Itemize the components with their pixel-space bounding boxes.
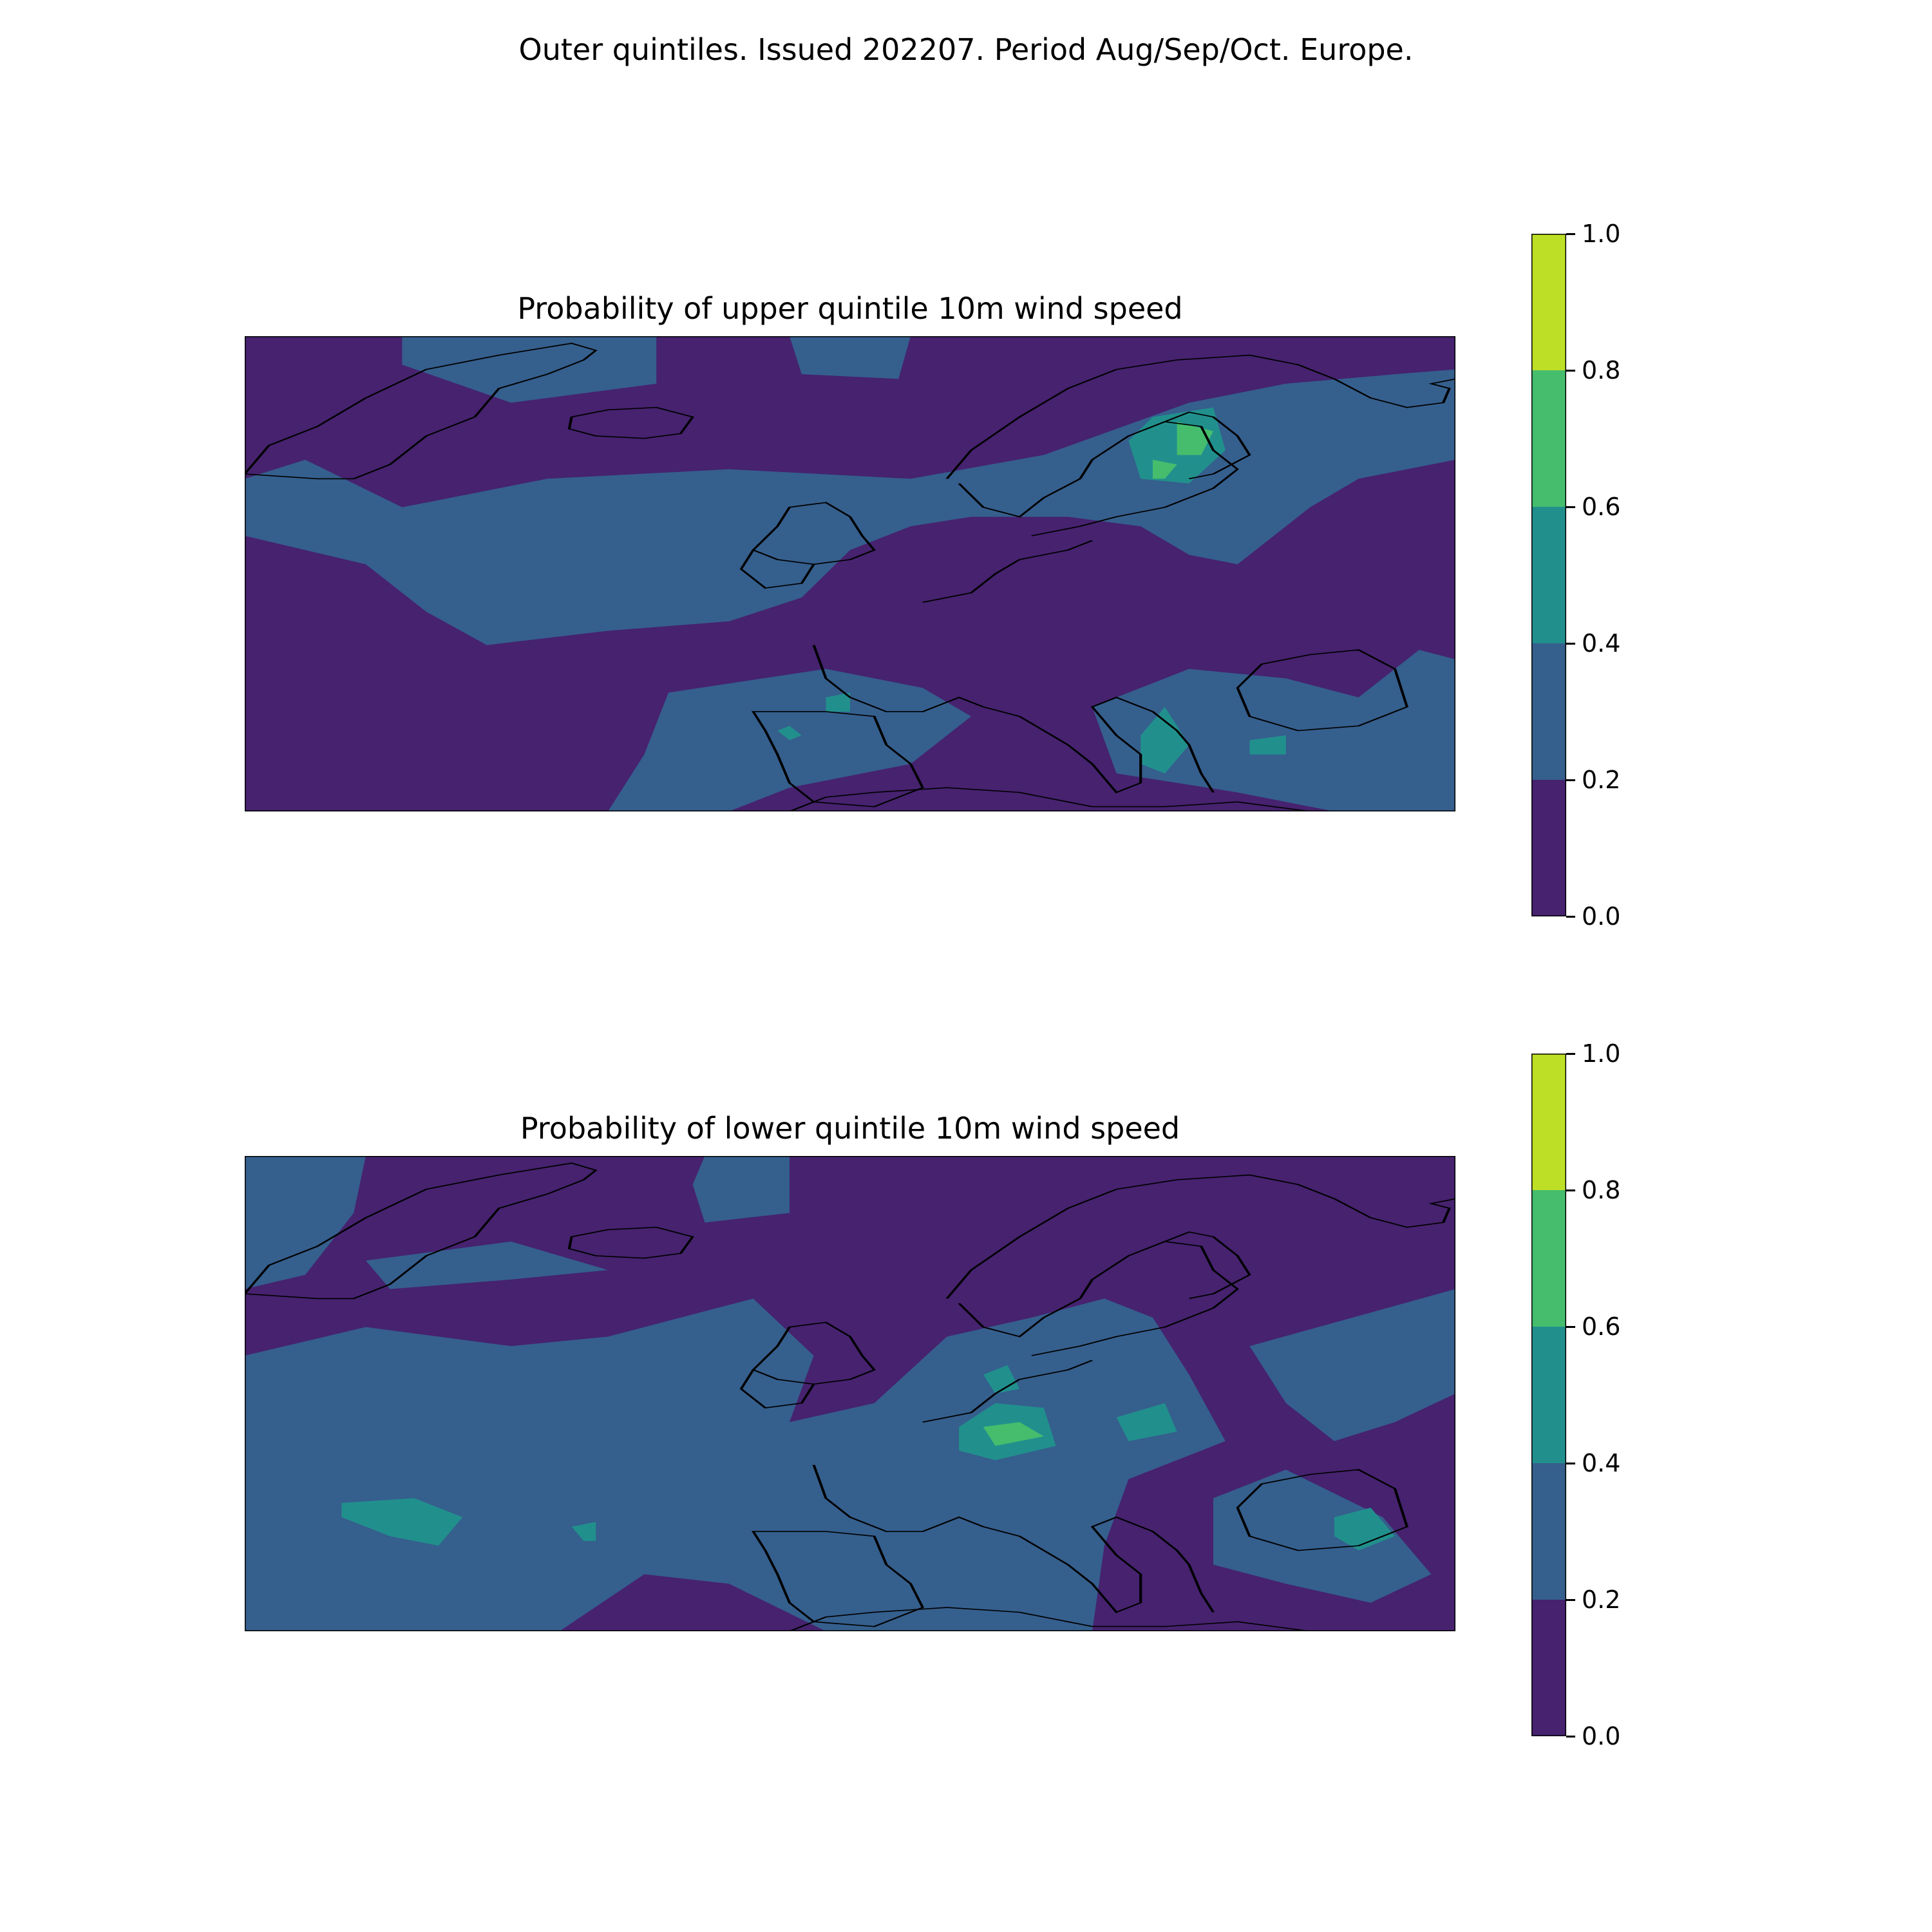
field-region-3	[608, 668, 971, 811]
colorbar-tick-label: 1.0	[1582, 220, 1621, 248]
colorbar-band-2	[1531, 507, 1566, 643]
colorbar-tick-mark	[1566, 1326, 1575, 1328]
iceland-coast	[567, 1226, 695, 1259]
field-region-5	[366, 1241, 608, 1289]
colorbar-tick-mark	[1566, 1599, 1575, 1601]
field-region-9	[826, 692, 850, 712]
north-africa-coast	[788, 787, 1311, 811]
field-region-6	[1141, 706, 1189, 773]
colorbar-tick-label: 0.8	[1582, 1176, 1621, 1204]
upper-colorbar	[1531, 234, 1566, 916]
figure-suptitle: Outer quintiles. Issued 202207. Period A…	[518, 32, 1414, 67]
probability-field	[245, 1156, 1455, 1631]
field-region-12	[983, 1422, 1044, 1446]
colorbar-tick-label: 0.2	[1582, 766, 1621, 794]
colorbar-tick-mark	[1566, 1053, 1575, 1055]
finland-coast	[1164, 412, 1251, 480]
field-region-11	[1153, 459, 1177, 479]
greenland-coast	[245, 1162, 598, 1300]
british-isles-coast	[739, 502, 876, 589]
colorbar-tick-mark	[1566, 233, 1575, 235]
colorbar-tick-mark	[1566, 1736, 1575, 1738]
probability-field	[245, 336, 1455, 811]
colorbar-tick-mark	[1566, 779, 1575, 781]
field-region-9	[1116, 1403, 1177, 1441]
colorbar-tick-label: 0.4	[1582, 629, 1621, 658]
colorbar-tick-mark	[1566, 1463, 1575, 1464]
field-region-6	[341, 1498, 463, 1546]
coastlines	[245, 343, 1455, 811]
colorbar-band-3	[1531, 370, 1566, 507]
scandinavia-coast	[945, 1174, 1455, 1356]
colorbar-tick-label: 0.6	[1582, 493, 1621, 521]
colorbar-tick-label: 0.2	[1582, 1586, 1621, 1614]
field-region-7	[571, 1522, 596, 1541]
lower-quintile-map	[245, 1156, 1455, 1631]
black-sea-coast	[1236, 1469, 1408, 1551]
colorbar-band-1	[1531, 1463, 1566, 1600]
field-region-4	[692, 1156, 790, 1223]
mainland-europe-coast	[812, 540, 1215, 793]
colorbar-band-2	[1531, 1327, 1566, 1463]
colorbar-band-0	[1531, 1600, 1566, 1736]
greenland-coast	[245, 343, 598, 480]
field-region-1	[245, 1298, 1226, 1631]
iberia-coast	[751, 1531, 925, 1627]
lower-colorbar	[1531, 1054, 1566, 1736]
british-isles-coast	[739, 1321, 876, 1409]
colorbar-tick-label: 1.0	[1582, 1039, 1621, 1068]
upper-panel-title: Probability of upper quintile 10m wind s…	[517, 291, 1183, 326]
colorbar-tick-mark	[1566, 506, 1575, 508]
colorbar-band-4	[1531, 1054, 1566, 1190]
field-region-11	[1334, 1508, 1395, 1551]
colorbar-tick-mark	[1566, 643, 1575, 645]
colorbar-band-1	[1531, 643, 1566, 780]
colorbar-tick-mark	[1566, 370, 1575, 372]
field-region-2	[1249, 1289, 1455, 1441]
colorbar-tick-label: 0.4	[1582, 1449, 1621, 1477]
colorbar-tick-label: 0.6	[1582, 1312, 1621, 1341]
colorbar-tick-label: 0.8	[1582, 356, 1621, 384]
field-region-7	[1249, 735, 1286, 755]
colorbar-tick-mark	[1566, 1189, 1575, 1191]
field-region-0	[245, 1156, 366, 1289]
colorbar-tick-label: 0.0	[1582, 1722, 1621, 1750]
colorbar-band-0	[1531, 780, 1566, 916]
mainland-europe-coast	[812, 1359, 1215, 1613]
scandinavia-coast	[945, 354, 1455, 536]
colorbar-tick-mark	[1566, 916, 1575, 918]
field-region-8	[777, 726, 802, 741]
coastlines	[245, 1162, 1455, 1631]
lower-panel-title: Probability of lower quintile 10m wind s…	[520, 1111, 1180, 1146]
iberia-coast	[751, 711, 925, 808]
upper-quintile-map	[245, 336, 1455, 811]
field-region-3	[1213, 1470, 1432, 1603]
iceland-coast	[567, 406, 695, 439]
colorbar-band-3	[1531, 1190, 1566, 1327]
field-region-2	[790, 336, 911, 379]
field-region-10	[983, 1365, 1020, 1394]
black-sea-coast	[1236, 649, 1408, 732]
colorbar-band-4	[1531, 234, 1566, 370]
colorbar-tick-label: 0.0	[1582, 902, 1621, 931]
finland-coast	[1164, 1231, 1251, 1300]
north-africa-coast	[788, 1607, 1311, 1631]
field-region-4	[1092, 650, 1455, 811]
